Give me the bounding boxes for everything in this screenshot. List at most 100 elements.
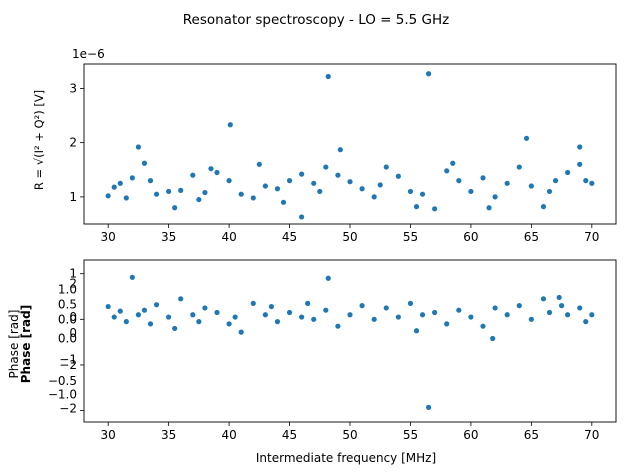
- magnitude-data-point: [117, 180, 123, 186]
- magnitude-data-point: [395, 173, 401, 179]
- phase-data-point: [383, 305, 389, 311]
- magnitude-data-point: [166, 188, 172, 195]
- magnitude-data-point: [504, 180, 510, 186]
- magnitude-x-tick-label: 65: [524, 230, 539, 244]
- phase-x-tick-label: 45: [282, 428, 297, 442]
- magnitude-data-point: [226, 178, 232, 184]
- phase-data-point: [178, 296, 184, 302]
- magnitude-axes-frame: [83, 63, 617, 225]
- phase-y-tick-label: −1: [59, 352, 77, 366]
- phase-data-point: [232, 314, 238, 320]
- phase-data-point: [190, 312, 196, 318]
- magnitude-data-point: [311, 180, 317, 186]
- phase-y-ticks: 121.00.500.000.0−1−2−0.5−1.0−2: [48, 267, 84, 415]
- phase-data-point: [546, 309, 553, 316]
- phase-data-point: [480, 323, 486, 329]
- magnitude-x-tick-label: 60: [463, 230, 478, 244]
- phase-y-tick-label: −2: [59, 401, 77, 415]
- magnitude-data-point: [371, 194, 377, 200]
- phase-points: [105, 274, 595, 410]
- magnitude-data-point: [456, 178, 462, 184]
- phase-data-point: [558, 303, 565, 309]
- phase-y-tick-label: 0.0: [58, 312, 77, 326]
- phase-y-tick-label: −1.0: [48, 388, 77, 402]
- phase-data-point: [311, 316, 317, 322]
- phase-data-point: [166, 314, 172, 320]
- phase-y-axis-label: Phase [rad]: [7, 310, 21, 379]
- phase-data-point: [413, 328, 420, 334]
- phase-data-point: [528, 316, 534, 322]
- magnitude-data-point: [129, 175, 135, 181]
- magnitude-y-tick-label: 1: [69, 190, 77, 204]
- magnitude-x-tick-label: 55: [403, 230, 418, 244]
- phase-data-point: [172, 325, 178, 332]
- magnitude-data-point: [565, 169, 571, 176]
- magnitude-offset-text: 1e−6: [72, 47, 105, 61]
- magnitude-data-point: [583, 178, 589, 184]
- phase-data-point: [516, 303, 522, 309]
- magnitude-data-point: [383, 164, 389, 170]
- x-axis-label: Intermediate frequency [MHz]: [256, 451, 436, 465]
- magnitude-data-point: [317, 188, 323, 195]
- phase-y-tick-label: −2: [59, 358, 77, 372]
- phase-data-point: [111, 314, 117, 320]
- phase-data-point: [226, 321, 232, 327]
- magnitude-data-point: [546, 188, 553, 195]
- magnitude-data-point: [153, 191, 160, 197]
- phase-data-point: [432, 309, 438, 316]
- phase-data-point: [214, 309, 220, 316]
- magnitude-x-tick-label: 30: [101, 230, 116, 244]
- phase-data-point: [123, 319, 129, 325]
- magnitude-y-ticks: 1 2 3: [69, 81, 84, 204]
- phase-data-point: [202, 305, 208, 311]
- phase-data-point: [238, 329, 244, 335]
- phase-y-tick-label: −0.5: [48, 374, 77, 388]
- phase-y-axis-label-overlap: Phase [rad]: [19, 305, 33, 383]
- magnitude-data-point: [178, 187, 184, 193]
- phase-x-tick-label: 30: [101, 428, 116, 442]
- magnitude-data-point: [299, 171, 305, 177]
- magnitude-data-point: [450, 160, 456, 166]
- magnitude-data-point: [419, 191, 426, 197]
- magnitude-data-point: [589, 180, 595, 186]
- phase-data-point: [456, 307, 462, 313]
- magnitude-data-point: [335, 172, 341, 178]
- phase-data-point: [468, 314, 474, 320]
- phase-data-point: [196, 319, 202, 325]
- magnitude-x-tick-label: 70: [584, 230, 599, 244]
- magnitude-data-point: [123, 195, 129, 201]
- phase-data-point: [325, 275, 331, 281]
- magnitude-data-point: [480, 175, 486, 181]
- magnitude-data-point: [413, 204, 420, 210]
- magnitude-data-point: [250, 195, 256, 201]
- magnitude-data-point: [286, 178, 293, 184]
- magnitude-data-point: [552, 178, 559, 184]
- magnitude-data-point: [141, 160, 148, 166]
- phase-axes-frame: [83, 259, 617, 423]
- phase-y-tick-label: 0.5: [58, 297, 77, 311]
- phase-data-point: [556, 294, 562, 301]
- magnitude-data-point: [172, 205, 178, 211]
- magnitude-data-point: [274, 186, 281, 192]
- magnitude-data-point: [577, 144, 583, 150]
- magnitude-data-point: [202, 189, 208, 196]
- phase-data-point: [117, 308, 123, 314]
- phase-data-point: [583, 319, 589, 325]
- magnitude-data-point: [227, 122, 233, 128]
- magnitude-x-tick-label: 50: [342, 230, 357, 244]
- phase-data-point: [129, 274, 135, 280]
- magnitude-data-point: [377, 182, 383, 188]
- phase-data-point: [250, 300, 256, 306]
- phase-data-point: [305, 300, 311, 306]
- phase-x-tick-label: 50: [342, 428, 357, 442]
- phase-x-tick-label: 70: [584, 428, 599, 442]
- phase-data-point: [147, 321, 154, 327]
- magnitude-data-point: [256, 161, 262, 167]
- magnitude-data-point: [196, 196, 202, 203]
- magnitude-data-point: [299, 214, 305, 220]
- phase-x-tick-label: 60: [463, 428, 478, 442]
- phase-y-tick-label: 1.0: [58, 283, 77, 297]
- magnitude-x-tick-label: 35: [161, 230, 176, 244]
- magnitude-data-point: [325, 73, 331, 80]
- phase-data-point: [141, 307, 148, 313]
